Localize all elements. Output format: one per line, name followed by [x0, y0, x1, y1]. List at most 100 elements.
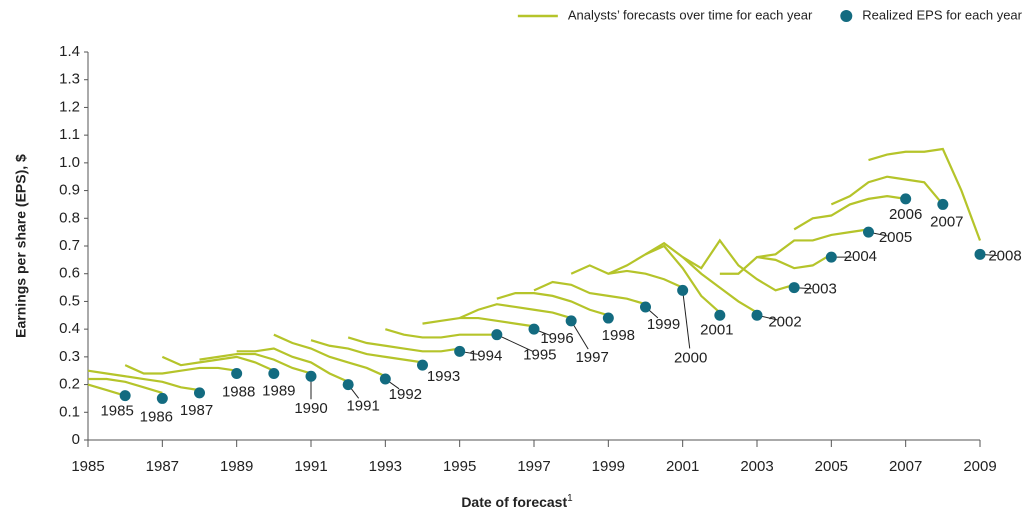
y-tick-label: 0.6: [59, 265, 80, 282]
point-label: 2002: [768, 313, 801, 330]
forecast-line: [422, 316, 535, 328]
y-tick-label: 0.5: [59, 292, 80, 309]
x-tick-label: 1985: [71, 458, 104, 475]
point-label: 1990: [294, 400, 327, 417]
realized-eps-dot: [491, 329, 503, 341]
realized-eps-dot: [417, 359, 428, 371]
realized-eps-dot: [342, 379, 354, 391]
realized-eps-dot: [305, 370, 317, 382]
point-label: 2003: [803, 281, 836, 298]
forecast-line: [273, 333, 386, 378]
y-tick-label: 1.2: [59, 98, 80, 115]
realized-eps-dot: [900, 193, 912, 205]
point-label: 2004: [844, 248, 877, 265]
x-tick-label: 2005: [815, 458, 848, 475]
point-label: 1993: [427, 368, 460, 385]
realized-eps-dot: [119, 390, 131, 402]
point-label: 2007: [930, 213, 963, 230]
point-label: 1987: [180, 402, 213, 419]
x-tick-label: 1989: [220, 458, 253, 475]
y-tick-label: 0.2: [59, 376, 80, 393]
leader-line: [496, 334, 533, 352]
footnote-mark: 1: [567, 493, 573, 504]
x-tick-label: 2007: [889, 458, 922, 475]
forecast-line: [459, 303, 572, 320]
forecast-line: [533, 280, 646, 306]
y-tick-label: 0.9: [59, 182, 80, 199]
y-tick-label: 1.1: [59, 126, 80, 143]
forecast-line: [644, 241, 758, 314]
y-tick-label: 1.3: [59, 71, 80, 88]
realized-eps-dot: [937, 198, 949, 210]
realized-eps-dot: [788, 282, 800, 294]
point-label: 2000: [674, 349, 707, 366]
point-label: 1995: [523, 347, 556, 364]
forecast-line: [756, 228, 869, 259]
x-tick-label: 2003: [740, 458, 773, 475]
y-tick-label: 0.1: [59, 403, 80, 420]
point-label: 1996: [540, 330, 573, 347]
forecast-line: [868, 147, 982, 241]
point-label: 1992: [389, 386, 422, 403]
y-tick-label: 0: [72, 431, 80, 448]
realized-eps-dot: [602, 312, 614, 324]
realized-eps-dot: [194, 387, 205, 399]
leader-line: [682, 290, 691, 349]
forecast-line: [124, 364, 237, 375]
point-label: 1999: [647, 316, 680, 333]
x-tick-label: 1995: [443, 458, 476, 475]
forecast-line: [570, 264, 684, 289]
point-label: 1985: [100, 403, 133, 420]
forecast-line: [87, 383, 126, 397]
legend-label: Realized EPS for each year: [862, 7, 1022, 22]
point-label: 1994: [469, 347, 502, 364]
leader-line: [570, 320, 589, 350]
point-label: 2008: [988, 247, 1021, 264]
realized-eps-dot: [714, 309, 726, 321]
forecast-line: [682, 238, 795, 292]
point-label: 2001: [700, 321, 733, 338]
realized-eps-dot: [863, 226, 874, 238]
y-tick-label: 0.7: [59, 237, 80, 254]
realized-eps-dot: [751, 309, 763, 321]
realized-eps-dot: [825, 251, 837, 263]
y-tick-label: 1.0: [59, 154, 80, 171]
realized-eps-dot: [974, 248, 986, 260]
realized-eps-dot: [528, 323, 540, 335]
y-tick-label: 0.3: [59, 348, 80, 365]
forecast-line: [88, 377, 163, 394]
point-label: 1988: [222, 383, 255, 400]
realized-eps-dot: [454, 345, 466, 357]
forecast-line: [496, 292, 609, 317]
x-axis-label: Date of forecast1: [461, 493, 573, 510]
y-tick-label: 0.8: [59, 209, 80, 226]
realized-eps-dot: [156, 392, 168, 404]
x-tick-label: 1991: [294, 458, 327, 475]
x-tick-label: 2009: [963, 458, 996, 475]
point-label: 1989: [262, 382, 295, 399]
forecast-line: [199, 352, 312, 375]
forecast-line: [310, 339, 423, 364]
point-label: 1997: [575, 349, 608, 366]
x-tick-label: 1997: [517, 458, 550, 475]
point-label: 1991: [346, 398, 379, 415]
y-tick-label: 0.4: [59, 320, 80, 337]
point-label: 1998: [602, 327, 635, 344]
realized-eps-dot: [677, 284, 689, 296]
realized-eps-dot: [565, 315, 577, 327]
y-axis-label: Earnings per share (EPS), $: [13, 154, 29, 338]
forecast-line: [347, 336, 460, 353]
forecast-line: [830, 175, 944, 206]
y-tick-label: 1.4: [59, 43, 80, 60]
legend-swatch: [840, 10, 853, 22]
x-tick-label: 1987: [146, 458, 179, 475]
x-tick-label: 1999: [592, 458, 625, 475]
forecast-line: [607, 244, 721, 314]
forecast-line: [161, 355, 275, 372]
forecast-line: [719, 253, 832, 275]
point-label: 2005: [879, 229, 912, 246]
realized-eps-dot: [379, 373, 391, 385]
realized-eps-dot: [268, 367, 280, 379]
